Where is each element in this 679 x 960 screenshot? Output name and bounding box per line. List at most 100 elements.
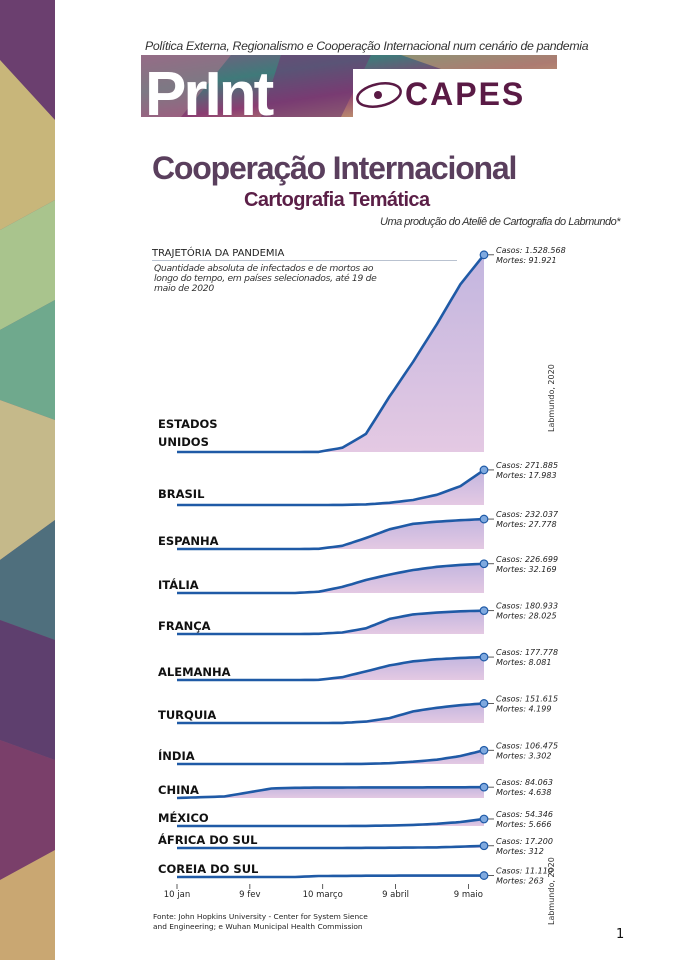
series-end-marker xyxy=(479,814,489,824)
cases-label: Casos: 232.037 xyxy=(496,510,559,519)
series-line xyxy=(177,817,485,828)
series-area xyxy=(177,563,484,593)
country-label: MÉXICO xyxy=(158,810,209,825)
series-end-marker xyxy=(479,250,489,260)
deaths-label: Mortes: 8.081 xyxy=(496,658,551,667)
deaths-label: Mortes: 27.778 xyxy=(496,520,557,529)
country-label: BRASIL xyxy=(158,487,205,501)
header-top-line: Política Externa, Regionalismo e Coopera… xyxy=(145,39,589,53)
cases-label: Casos: 54.346 xyxy=(496,810,553,819)
watermark-top: Labmundo, 2020 xyxy=(547,364,556,432)
x-tick-label: 9 abril xyxy=(382,890,409,900)
cases-label: Casos: 1.528.568 xyxy=(496,246,566,255)
country-label: ALEMANHA xyxy=(158,665,231,679)
series-area xyxy=(177,254,484,452)
print-capes-banner: PrInt CAPES xyxy=(141,55,557,117)
capes-logo: CAPES xyxy=(405,76,525,112)
cases-label: Casos: 226.699 xyxy=(496,555,558,564)
series-area xyxy=(177,519,484,549)
series-end-marker xyxy=(479,514,489,524)
series-end-marker xyxy=(479,559,489,569)
series-line xyxy=(177,749,485,766)
country-label: UNIDOS xyxy=(158,435,209,449)
cases-label: Casos: 106.475 xyxy=(496,741,558,750)
x-tick-label: 10 jan xyxy=(164,890,190,900)
deaths-label: Mortes: 28.025 xyxy=(496,612,557,621)
page-number: 1 xyxy=(616,927,625,942)
chart-description: Quantidade absoluta de infectados e de m… xyxy=(154,263,377,294)
watermark-bottom: Labmundo, 2020 xyxy=(547,857,556,925)
capes-emblem-icon xyxy=(356,82,402,108)
deaths-label: Mortes: 5.666 xyxy=(496,820,551,829)
x-tick-label: 9 fev xyxy=(239,890,260,900)
series-line xyxy=(177,655,485,682)
deaths-label: Mortes: 3.302 xyxy=(496,751,551,760)
country-label: TURQUIA xyxy=(158,708,216,722)
deaths-label: Mortes: 17.983 xyxy=(496,471,557,480)
series-line xyxy=(177,844,485,850)
series-end-marker xyxy=(479,782,489,792)
source-note: Fonte: John Hopkins University - Center … xyxy=(153,912,368,932)
cases-label: Casos: 177.778 xyxy=(496,648,558,657)
deaths-label: Mortes: 312 xyxy=(496,847,544,856)
series-end-marker xyxy=(479,699,489,708)
series-area xyxy=(177,610,484,634)
series-area xyxy=(177,469,484,505)
series-area xyxy=(177,750,484,764)
series-area xyxy=(177,703,484,723)
decorative-side-strip xyxy=(0,0,55,960)
cases-label: Casos: 11.110 xyxy=(496,867,553,876)
country-label: FRANÇA xyxy=(158,619,211,633)
deaths-label: Mortes: 32.169 xyxy=(496,565,557,574)
country-label: ÁFRICA DO SUL xyxy=(158,832,258,847)
deaths-label: Mortes: 263 xyxy=(496,877,544,886)
series-line xyxy=(177,609,485,636)
series-area xyxy=(177,787,484,798)
source-line-2: and Engineering; e Wuhan Municipal Healt… xyxy=(153,922,363,931)
source-line-1: Fonte: John Hopkins University - Center … xyxy=(153,912,368,921)
cases-label: Casos: 180.933 xyxy=(496,602,558,611)
x-tick-label: 10 março xyxy=(303,890,343,900)
country-label: ITÁLIA xyxy=(158,577,199,592)
series-end-marker xyxy=(479,465,489,475)
series-line xyxy=(177,562,485,595)
print-logo: PrInt xyxy=(145,60,274,117)
series-line xyxy=(177,702,485,725)
series-end-marker xyxy=(479,606,489,616)
series-end-marker xyxy=(479,745,489,755)
series-area xyxy=(177,819,484,826)
production-credit: Uma produção do Ateliê de Cartografia do… xyxy=(380,216,620,228)
cases-label: Casos: 271.885 xyxy=(496,461,558,470)
country-label: ESTADOS xyxy=(158,417,218,431)
page-subtitle: Cartografia Temática xyxy=(244,189,430,211)
cases-label: Casos: 17.200 xyxy=(496,837,553,846)
cases-label: Casos: 151.615 xyxy=(496,694,558,703)
series-end-marker xyxy=(479,841,489,851)
series-line xyxy=(176,785,484,800)
series-line xyxy=(177,517,485,551)
deaths-label: Mortes: 4.199 xyxy=(496,704,551,713)
deaths-label: Mortes: 4.638 xyxy=(496,788,551,797)
series-end-marker xyxy=(479,652,489,662)
series-line xyxy=(177,874,484,879)
series-line xyxy=(177,253,486,454)
series-line xyxy=(177,468,485,507)
cases-label: Casos: 84.063 xyxy=(496,778,553,787)
country-label: COREIA DO SUL xyxy=(158,862,259,876)
series-end-marker xyxy=(479,871,489,880)
chart-title: TRAJETÓRIA DA PANDEMIA xyxy=(152,248,457,261)
deaths-label: Mortes: 91.921 xyxy=(496,256,557,265)
x-tick-label: 9 maio xyxy=(454,890,483,900)
